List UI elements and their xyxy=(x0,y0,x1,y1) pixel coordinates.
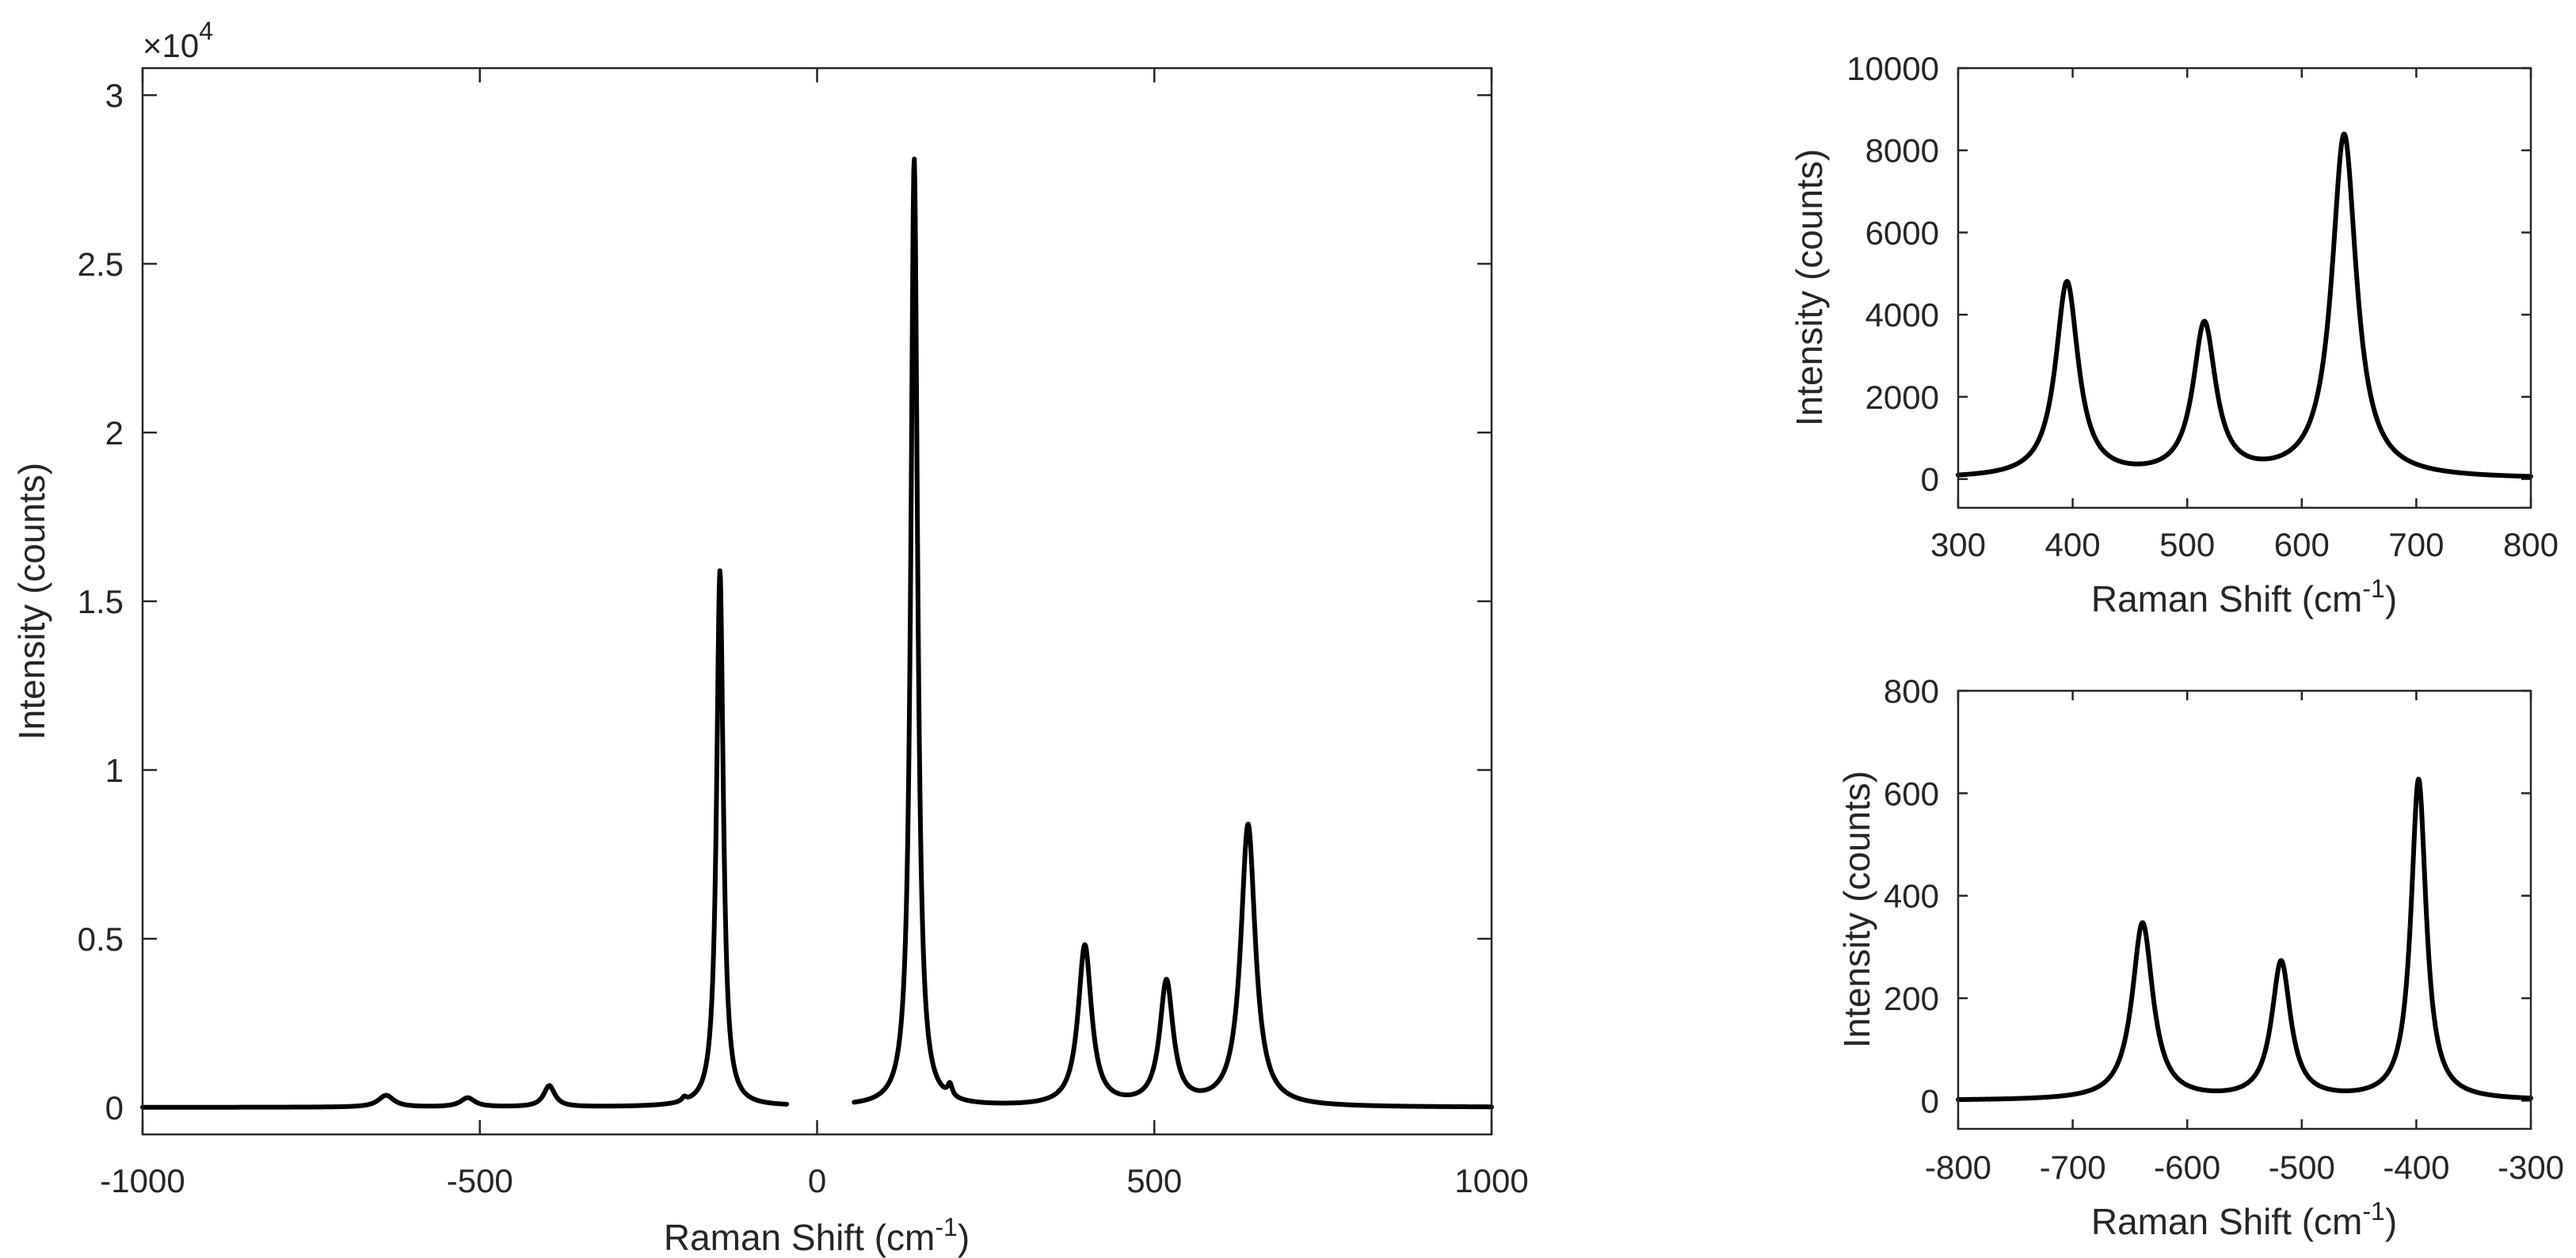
anti-stokes-y-tick-label: 0 xyxy=(1921,1082,1939,1119)
stokes-x-axis-label: Raman Shift (cm-1) xyxy=(2091,574,2397,619)
stokes-y-tick-label: 0 xyxy=(1921,461,1939,498)
main-y-tick-label: 0.5 xyxy=(78,921,124,958)
anti-stokes-spectrum-line-1 xyxy=(1956,776,2533,1103)
main-x-tick-label: 500 xyxy=(1126,1162,1182,1199)
main-x-tick-label: -1000 xyxy=(100,1162,185,1199)
anti-stokes-x-axis-label-end: ) xyxy=(2385,1201,2397,1242)
stokes-inset-chart: 300 400 500 600 700 8000200040006000800010000… xyxy=(1789,50,2559,619)
main-spectrum-line-1 xyxy=(140,568,790,1110)
main-x-axis-label-text: Raman Shift (cm xyxy=(664,1217,936,1258)
main-trace-group xyxy=(140,156,1494,1110)
anti-stokes-x-tick-label: -700 xyxy=(2040,1149,2106,1186)
anti-stokes-y-axis-label: Intensity (counts) xyxy=(1836,771,1877,1048)
anti-stokes-y-tick-label: 800 xyxy=(1884,673,1939,710)
stokes-y-tick-label: 6000 xyxy=(1865,214,1939,251)
anti-stokes-ticks: -800 -700 -600 -500 -400 -300 0 200 400 600 800 xyxy=(1884,673,2564,1186)
stokes-y-tick-label: 2000 xyxy=(1865,379,1939,416)
anti-stokes-x-tick-label: -500 xyxy=(2269,1149,2335,1186)
stokes-x-tick-label: 500 xyxy=(2159,526,2215,563)
anti-stokes-plot-frame xyxy=(1957,689,2532,1130)
main-chart: ×104 -1000 -500 0 500 1000 0 0.5 1 1.5 2 2.5 3 Rama… xyxy=(11,17,1529,1258)
main-y-tick-label: 2.5 xyxy=(78,246,124,283)
main-x-tick-label: 1000 xyxy=(1454,1162,1528,1199)
anti-stokes-x-axis-label: Raman Shift (cm-1) xyxy=(2091,1197,2397,1242)
stokes-x-axis-label-text: Raman Shift (cm xyxy=(2091,578,2363,619)
main-x-tick-label: 0 xyxy=(808,1162,826,1199)
stokes-spectrum-line-1 xyxy=(1956,132,2533,479)
anti-stokes-trace-group xyxy=(1956,776,2533,1103)
anti-stokes-x-axis-label-sup: -1 xyxy=(2362,1197,2384,1226)
stokes-x-tick-label: 600 xyxy=(2274,526,2330,563)
anti-stokes-x-axis-label-text: Raman Shift (cm xyxy=(2091,1201,2363,1242)
anti-stokes-y-tick-label: 200 xyxy=(1884,980,1939,1017)
main-ticks: -1000 -500 0 500 1000 0 0.5 1 1.5 2 2.5 3 xyxy=(78,68,1529,1199)
stokes-x-axis-label-sup: -1 xyxy=(2362,574,2384,603)
stokes-y-tick-label: 8000 xyxy=(1865,132,1939,170)
anti-stokes-x-tick-label: -300 xyxy=(2498,1149,2564,1186)
main-plot-frame xyxy=(141,67,1493,1136)
main-x-axis-label-sup: -1 xyxy=(935,1213,957,1241)
stokes-x-axis-label-end: ) xyxy=(2385,578,2397,619)
stokes-plot-frame xyxy=(1957,67,2532,509)
anti-stokes-inset-chart: -800 -700 -600 -500 -400 -300 0 200 400 600 800 Ra… xyxy=(1836,673,2564,1242)
anti-stokes-x-tick-label: -800 xyxy=(1925,1149,1991,1186)
stokes-x-tick-label: 300 xyxy=(1930,526,1986,563)
main-y-tick-label: 3 xyxy=(105,77,124,114)
anti-stokes-y-tick-label: 600 xyxy=(1884,775,1939,812)
main-y-exponent: ×104 xyxy=(143,17,213,64)
main-y-tick-label: 2 xyxy=(105,414,124,452)
stokes-y-tick-label: 4000 xyxy=(1865,296,1939,334)
main-x-tick-label: -500 xyxy=(447,1162,513,1199)
anti-stokes-x-tick-label: -600 xyxy=(2154,1149,2220,1186)
stokes-trace-group xyxy=(1956,132,2533,479)
main-spectrum-line-2 xyxy=(852,156,1494,1110)
anti-stokes-y-tick-label: 400 xyxy=(1884,878,1939,915)
anti-stokes-x-tick-label: -400 xyxy=(2383,1149,2449,1186)
stokes-x-tick-label: 800 xyxy=(2503,526,2559,563)
main-y-exponent-power: 4 xyxy=(199,17,213,45)
main-x-axis-label-end: ) xyxy=(958,1217,970,1258)
stokes-x-tick-label: 400 xyxy=(2045,526,2101,563)
main-y-axis-label: Intensity (counts) xyxy=(11,463,52,740)
main-y-tick-label: 1.5 xyxy=(78,583,124,620)
main-y-tick-label: 0 xyxy=(105,1089,124,1126)
main-y-tick-label: 1 xyxy=(105,752,124,789)
main-x-axis-label: Raman Shift (cm-1) xyxy=(664,1213,970,1258)
stokes-x-tick-label: 700 xyxy=(2388,526,2444,563)
main-y-exponent-prefix: ×10 xyxy=(143,27,199,64)
stokes-y-axis-label: Intensity (counts) xyxy=(1789,149,1830,426)
stokes-y-tick-label: 10000 xyxy=(1846,50,1939,87)
